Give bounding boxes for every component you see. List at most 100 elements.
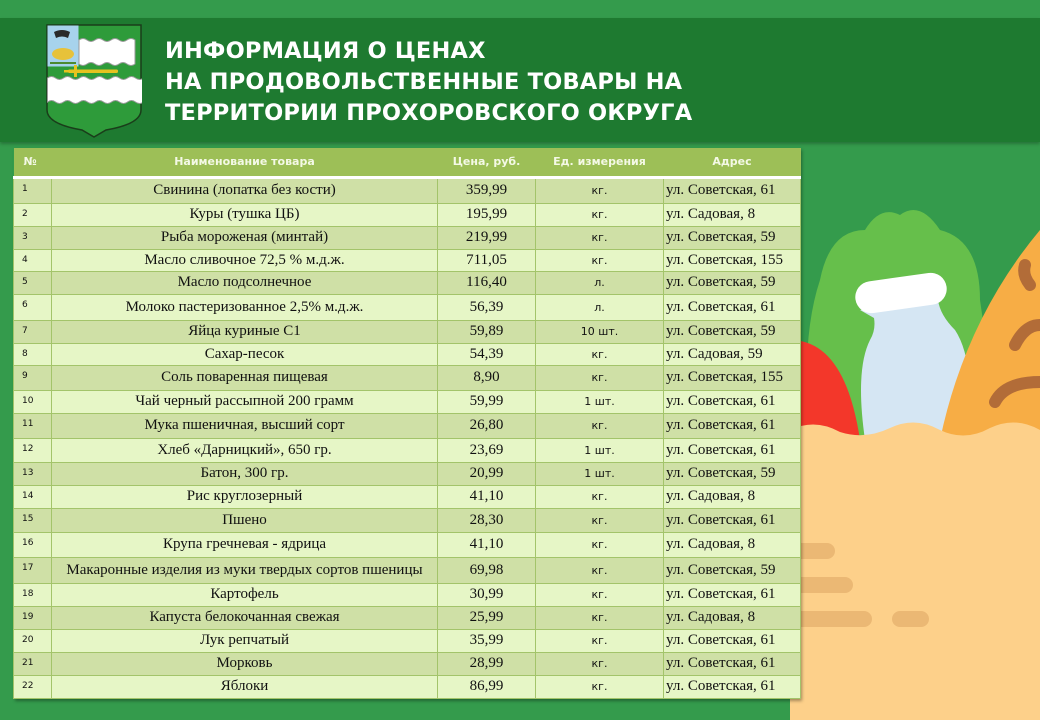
row-number: 7 [13, 319, 52, 344]
store-address: ул. Советская, 61 [663, 176, 801, 204]
table-row: 17 Макаронные изделия из муки твердых со… [13, 556, 801, 584]
store-address: ул. Советская, 155 [663, 248, 801, 272]
table-row: 11 Мука пшеничная, высший сорт 26,80 кг.… [13, 412, 801, 439]
product-price: 711,05 [437, 248, 536, 272]
product-price: 359,99 [437, 176, 536, 204]
store-address: ул. Садовая, 8 [663, 202, 801, 227]
product-name: Капуста белокочанная свежая [51, 605, 438, 630]
row-number: 2 [13, 202, 52, 227]
product-unit: кг. [535, 176, 664, 204]
table-row: 9 Соль поваренная пищевая 8,90 кг. ул. С… [13, 364, 801, 391]
row-number: 6 [13, 293, 52, 321]
row-number: 1 [13, 176, 52, 204]
table-row: 5 Масло подсолнечное 116,40 л. ул. Совет… [13, 270, 801, 295]
table-row: 22 Яблоки 86,99 кг. ул. Советская, 61 [13, 674, 801, 699]
prices-table: № Наименование товара Цена, руб. Ед. изм… [13, 148, 801, 699]
milk-bottle-icon [860, 300, 971, 440]
product-unit: 1 шт. [535, 461, 664, 486]
product-name: Мука пшеничная, высший сорт [51, 412, 438, 439]
table-row: 10 Чай черный рассыпной 200 грамм 59,99 … [13, 389, 801, 414]
product-price: 23,69 [437, 437, 536, 463]
row-number: 4 [13, 248, 52, 272]
product-name: Масло сливочное 72,5 % м.д.ж. [51, 248, 438, 272]
product-unit: 10 шт. [535, 319, 664, 344]
table-row: 15 Пшено 28,30 кг. ул. Советская, 61 [13, 507, 801, 533]
product-price: 28,99 [437, 651, 536, 676]
row-number: 21 [13, 651, 52, 676]
row-number: 19 [13, 605, 52, 630]
product-price: 41,10 [437, 531, 536, 558]
table-row: 19 Капуста белокочанная свежая 25,99 кг.… [13, 605, 801, 630]
product-unit: кг. [535, 674, 664, 699]
product-price: 56,39 [437, 293, 536, 321]
store-address: ул. Советская, 59 [663, 319, 801, 344]
table-row: 16 Крупа гречневая - ядрица 41,10 кг. ул… [13, 531, 801, 558]
store-address: ул. Советская, 61 [663, 437, 801, 463]
title-line-3: ТЕРРИТОРИИ ПРОХОРОВСКОГО ОКРУГА [165, 100, 693, 126]
product-unit: кг. [535, 582, 664, 607]
row-number: 8 [13, 342, 52, 366]
product-name: Чай черный рассыпной 200 грамм [51, 389, 438, 414]
table-row: 21 Морковь 28,99 кг. ул. Советская, 61 [13, 651, 801, 676]
store-address: ул. Советская, 61 [663, 412, 801, 439]
store-address: ул. Советская, 61 [663, 651, 801, 676]
product-name: Рис круглозерный [51, 484, 438, 509]
product-unit: л. [535, 270, 664, 295]
product-unit: кг. [535, 202, 664, 227]
store-address: ул. Советская, 59 [663, 270, 801, 295]
store-address: ул. Садовая, 8 [663, 531, 801, 558]
store-address: ул. Советская, 61 [663, 389, 801, 414]
store-address: ул. Советская, 61 [663, 628, 801, 653]
product-price: 35,99 [437, 628, 536, 653]
store-address: ул. Советская, 59 [663, 225, 801, 250]
row-number: 16 [13, 531, 52, 558]
product-unit: кг. [535, 342, 664, 366]
product-price: 25,99 [437, 605, 536, 630]
product-name: Масло подсолнечное [51, 270, 438, 295]
product-unit: кг. [535, 531, 664, 558]
product-unit: кг. [535, 412, 664, 439]
table-row: 13 Батон, 300 гр. 20,99 1 шт. ул. Советс… [13, 461, 801, 486]
product-name: Хлеб «Дарницкий», 650 гр. [51, 437, 438, 463]
product-name: Яйца куриные С1 [51, 319, 438, 344]
page-title: ИНФОРМАЦИЯ О ЦЕНАХ НА ПРОДОВОЛЬСТВЕННЫЕ … [165, 36, 692, 129]
row-number: 12 [13, 437, 52, 463]
paper-bag-icon [790, 422, 1040, 720]
product-unit: кг. [535, 225, 664, 250]
store-address: ул. Садовая, 8 [663, 605, 801, 630]
product-name: Рыба мороженая (минтай) [51, 225, 438, 250]
product-price: 59,89 [437, 319, 536, 344]
column-header-number: № [13, 148, 52, 179]
row-number: 22 [13, 674, 52, 699]
product-price: 26,80 [437, 412, 536, 439]
product-name: Крупа гречневая - ядрица [51, 531, 438, 558]
product-price: 30,99 [437, 582, 536, 607]
product-unit: кг. [535, 364, 664, 391]
product-unit: кг. [535, 248, 664, 272]
store-address: ул. Советская, 61 [663, 582, 801, 607]
table-row: 2 Куры (тушка ЦБ) 195,99 кг. ул. Садовая… [13, 202, 801, 227]
product-price: 54,39 [437, 342, 536, 366]
row-number: 17 [13, 556, 52, 584]
column-header-address: Адрес [663, 148, 801, 179]
table-row: 4 Масло сливочное 72,5 % м.д.ж. 711,05 к… [13, 248, 801, 272]
table-body: 1 Свинина (лопатка без кости) 359,99 кг.… [13, 176, 801, 699]
row-number: 18 [13, 582, 52, 607]
product-name: Яблоки [51, 674, 438, 699]
row-number: 14 [13, 484, 52, 509]
product-unit: кг. [535, 556, 664, 584]
table-row: 18 Картофель 30,99 кг. ул. Советская, 61 [13, 582, 801, 607]
row-number: 11 [13, 412, 52, 439]
column-header-price: Цена, руб. [437, 148, 536, 179]
product-name: Морковь [51, 651, 438, 676]
product-unit: 1 шт. [535, 389, 664, 414]
product-unit: кг. [535, 651, 664, 676]
grocery-bag-illustration [790, 210, 1040, 720]
product-price: 59,99 [437, 389, 536, 414]
store-address: ул. Советская, 61 [663, 674, 801, 699]
product-price: 8,90 [437, 364, 536, 391]
product-name: Соль поваренная пищевая [51, 364, 438, 391]
table-row: 6 Молоко пастеризованное 2,5% м.д.ж. 56,… [13, 293, 801, 321]
row-number: 15 [13, 507, 52, 533]
product-price: 41,10 [437, 484, 536, 509]
